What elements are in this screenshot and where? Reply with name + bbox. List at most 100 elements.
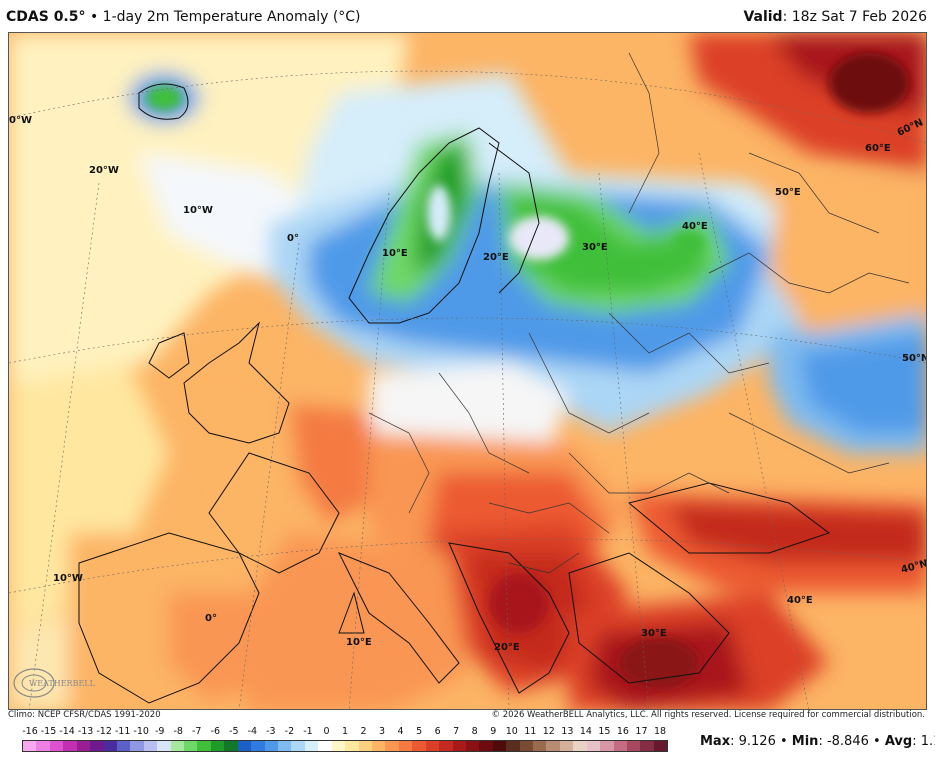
colorbar-tick: 16 [616,726,629,737]
colorbar-segment [412,741,426,751]
colorbar-tick: -10 [133,726,149,737]
colorbar-tick: 12 [542,726,555,737]
borders [368,52,910,574]
label-30e-north: 30°E [582,242,608,253]
valid-label: Valid [743,9,783,25]
colorbar-segment [251,741,265,751]
colorbar-segment [49,741,64,751]
colorbar-tick: 10 [505,726,518,737]
colorbar-segment [559,741,574,751]
label-60e: 60°E [865,143,891,154]
label-20e-south: 20°E [494,642,520,653]
colorbar-tick: -16 [22,726,38,737]
avg-value: 1.181 [920,734,935,749]
colorbar-tick: 13 [561,726,574,737]
title-separator: • [89,9,99,25]
logo-text: WEATHERBELL [29,679,96,688]
colorbar-segment [465,741,480,751]
colorbar-segment [385,741,399,751]
colorbar-tick: -12 [96,726,112,737]
colorbar-segment [533,741,547,751]
colorbar-segment [626,741,641,751]
colorbar-segment [318,741,332,751]
label-40e-south: 40°E [787,595,813,606]
colorbar-ticks: -16 -15 -14 -13 -12 -11 -10 -9 -8 -7 -6 -5 -4 -3 -2 -1 0… [22,726,668,738]
max-label: Max [700,734,731,749]
label-20e-north: 20°E [483,252,509,263]
colorbar-segment [613,741,627,751]
label-0w: 0°W [9,115,32,126]
colorbar-tick: 7 [453,726,460,737]
colorbar-tick: -13 [77,726,94,737]
colorbar-segment [76,741,91,751]
colorbar-tick: -14 [59,726,75,737]
colorbar-segment [278,741,292,751]
colorbar-segment [36,741,50,751]
map-canvas: 0°W 20°W 10°W 0° 10°E 20°E 30°E 40°E 50°… [9,33,927,709]
colorbar-segment [224,741,238,751]
colorbar-tick: -11 [114,726,131,737]
label-10w-south: 10°W [53,573,83,584]
colorbar-segment [331,741,346,751]
colorbar-tick: 5 [416,726,423,737]
colorbar-tick: 11 [524,726,537,737]
label-30e-south: 30°E [641,628,667,639]
label-10w-north: 10°W [183,205,213,216]
label-50n: 50°N [902,353,927,364]
valid-time: Valid: 18z Sat 7 Feb 2026 [743,9,927,25]
colorbar-segment [573,741,587,751]
colorbar-tick: 14 [579,726,592,737]
colorbar-tick: 18 [653,726,667,737]
colorbar-segment [63,741,77,751]
colorbar-segment [345,741,359,751]
colorbar-segment [184,741,198,751]
graticule [9,70,926,709]
colorbar-segment [358,741,372,751]
colorbar-segment [157,741,171,751]
colorbar-tick: 6 [434,726,441,737]
max-value: 9.126 [738,734,776,749]
weatherbell-logo: WEATHERBELL [13,668,96,698]
avg-label: Avg [884,734,913,749]
label-10e-north: 10°E [382,248,408,259]
copyright-note: © 2026 WeatherBELL Analytics, LLC. All r… [491,710,925,720]
colorbar-segment [640,741,654,751]
colorbar-segment [304,741,319,751]
colorbar-tick: 9 [490,726,497,737]
colorbar-segment [425,741,440,751]
map-title: CDAS 0.5° • 1-day 2m Temperature Anomaly… [6,9,361,25]
anomaly-map: 0°W 20°W 10°W 0° 10°E 20°E 30°E 40°E 50°… [8,32,927,710]
colorbar-segment [600,741,614,751]
field-stats: Max: 9.126 • Min: -8.846 • Avg: 1.181 [700,734,935,749]
colorbar-tick: 0 [323,726,330,737]
colorbar-segment [291,741,305,751]
colorbar-tick: 2 [360,726,367,737]
product-description: 1-day 2m Temperature Anomaly (°C) [102,9,361,25]
colorbar-segment [210,741,225,751]
product-name: CDAS 0.5° [6,9,86,25]
valid-time-value: 18z Sat 7 Feb 2026 [791,9,927,25]
colorbar-tick: -15 [40,726,57,737]
min-value: -8.846 [826,734,869,749]
colorbar-tick: 4 [397,726,404,737]
colorbar-segment [506,741,520,751]
colorbar-segment [264,741,279,751]
colorbar-tick: -3 [266,726,276,737]
colorbar-segment [371,741,386,751]
label-50e: 50°E [775,187,801,198]
colorbar-segment [103,741,117,751]
header-bar: CDAS 0.5° • 1-day 2m Temperature Anomaly… [0,0,935,32]
label-0-south: 0° [205,613,217,624]
colorbar-segment [398,741,413,751]
min-label: Min [791,734,819,749]
colorbar-segment [479,741,493,751]
colorbar-segment [586,741,601,751]
colorbar-segment [23,741,37,751]
label-0-north: 0° [287,233,299,244]
label-40e-north: 40°E [682,221,708,232]
colorbar-segment [90,741,104,751]
colorbar-segment [452,741,466,751]
colorbar-segment [546,741,560,751]
colorbar-tick: 17 [635,726,648,737]
colorbar-segment [492,741,507,751]
